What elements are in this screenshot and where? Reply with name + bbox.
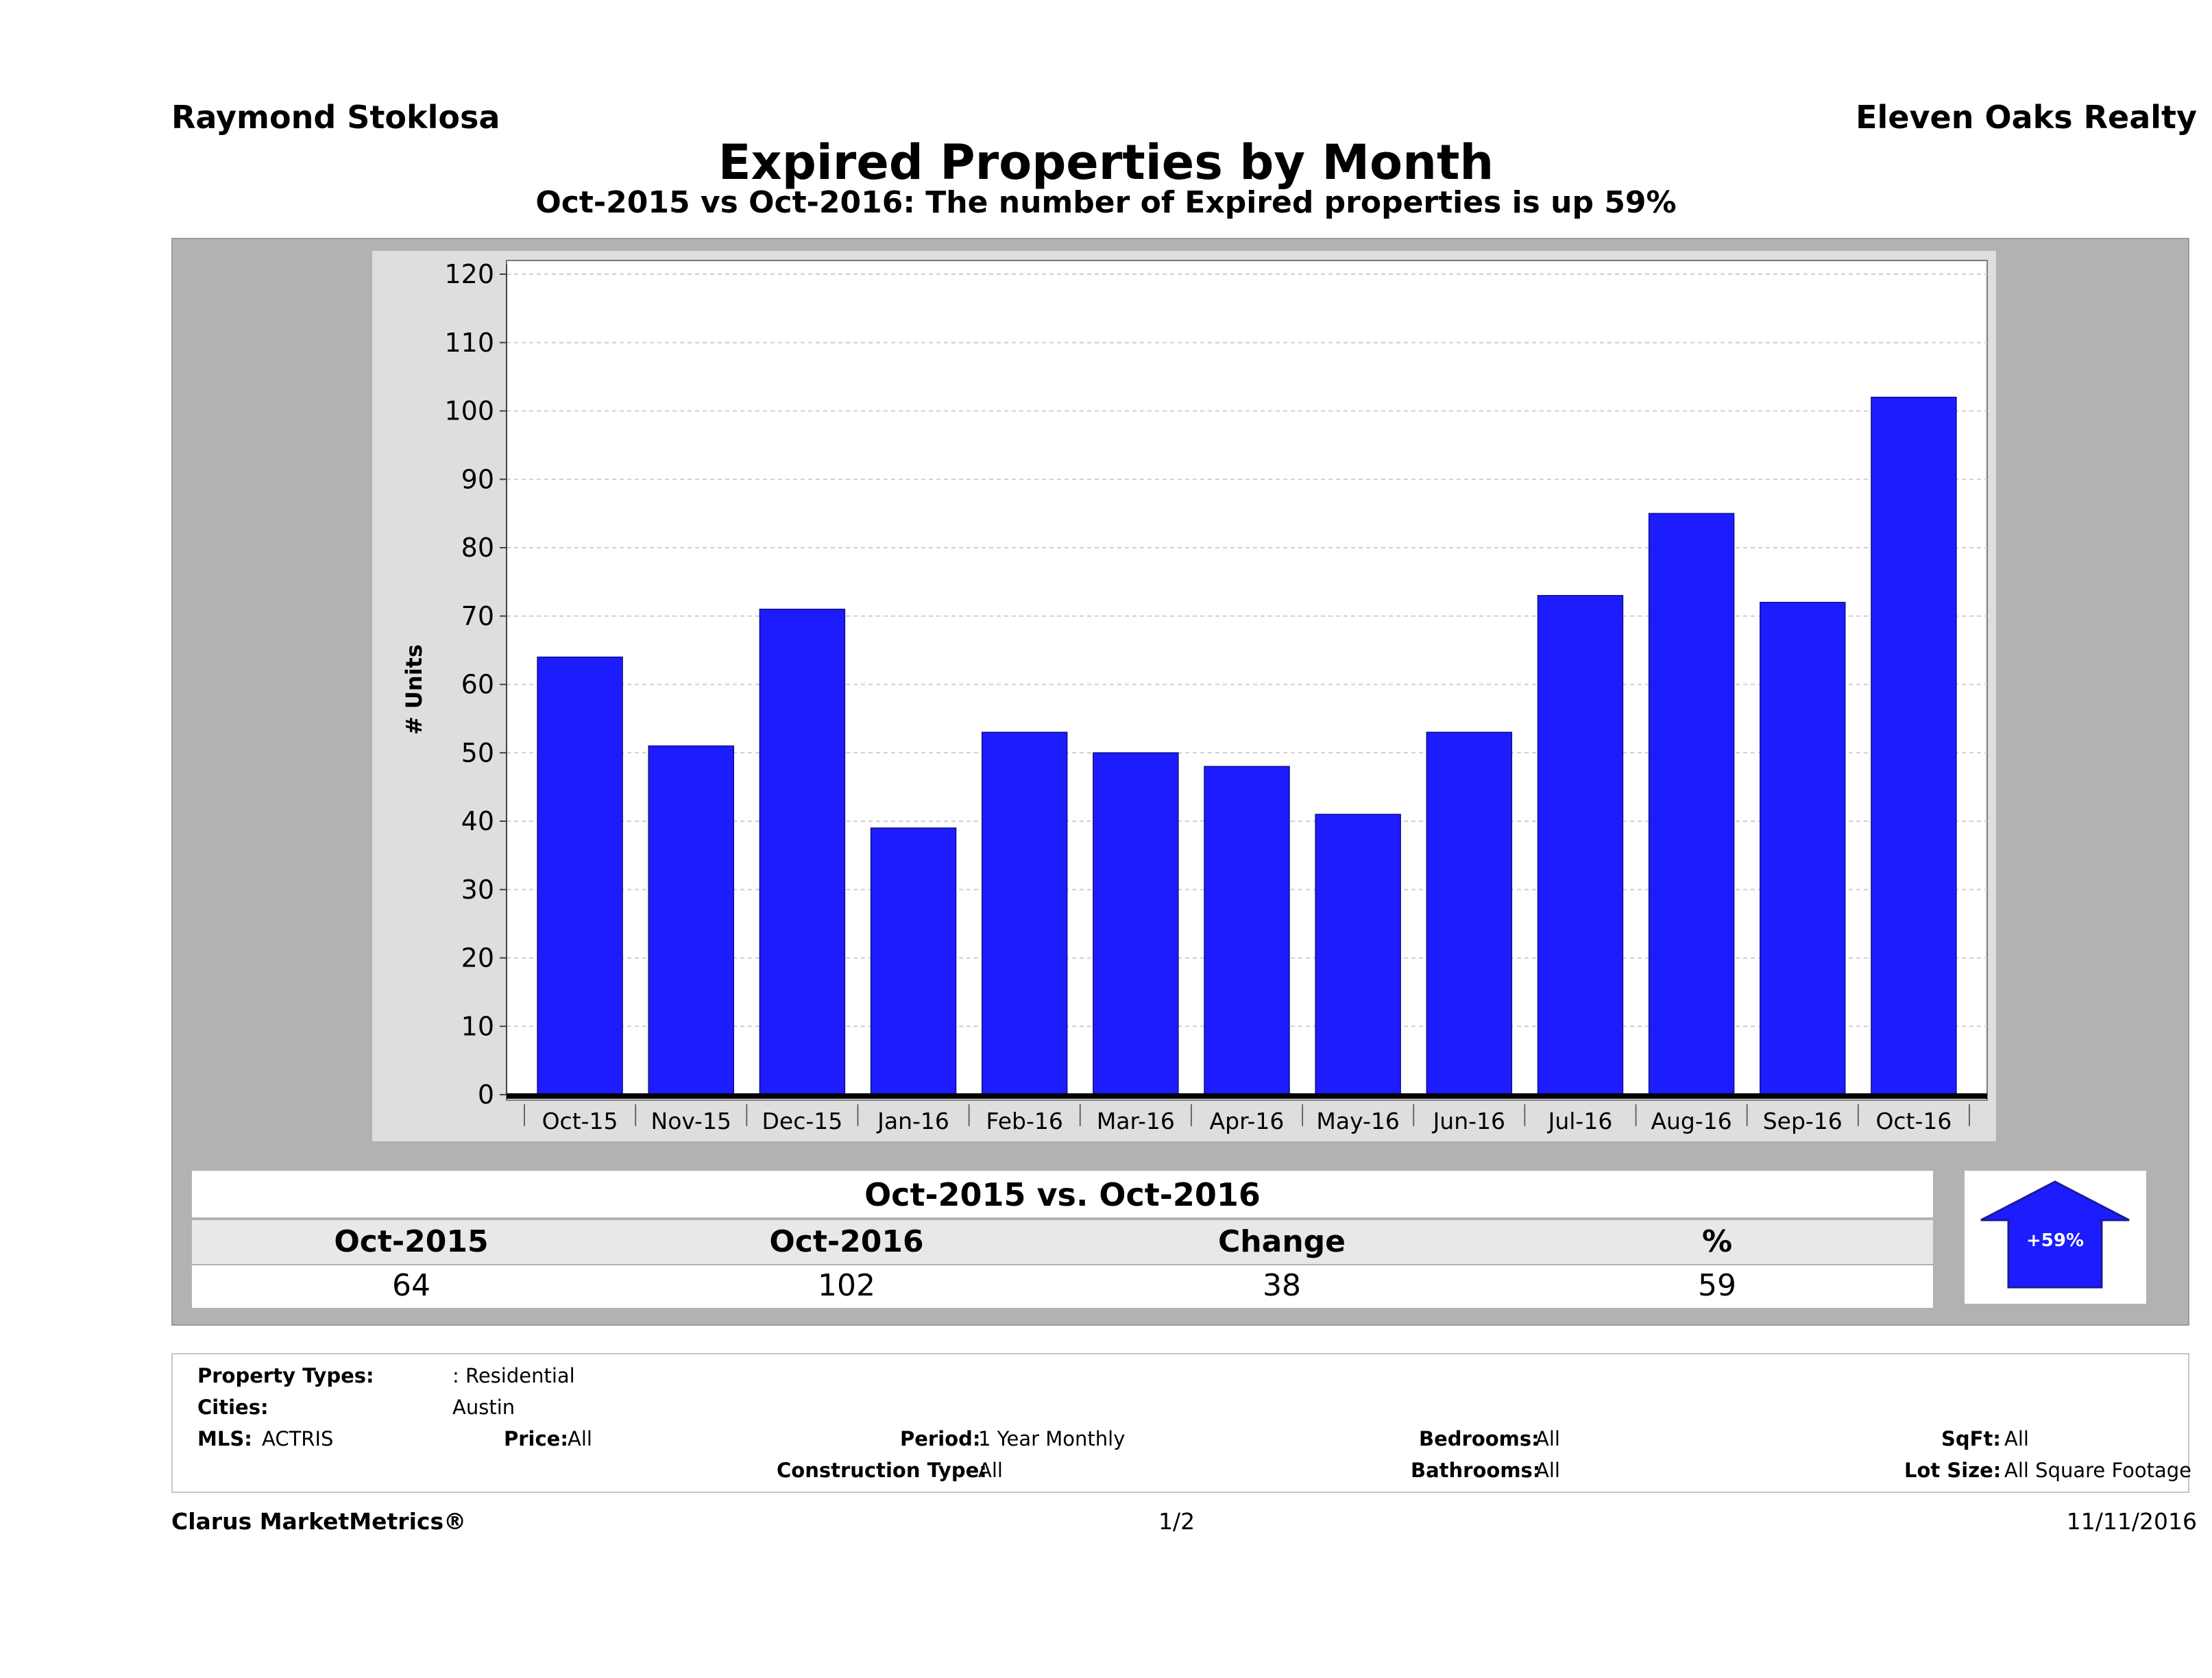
- value-oct-2015: 64: [392, 1268, 430, 1303]
- bar: [981, 731, 1068, 1095]
- x-tick-label: Feb-16: [986, 1108, 1063, 1134]
- y-tick-label: 50: [461, 738, 494, 768]
- x-tick-label: Mar-16: [1097, 1108, 1175, 1134]
- change-badge: +59%: [1965, 1171, 2146, 1304]
- construction-type-value: All: [978, 1459, 1003, 1482]
- bar: [537, 656, 623, 1095]
- bedrooms-value: All: [1535, 1427, 1560, 1450]
- brokerage-name: Eleven Oaks Realty: [1856, 99, 2197, 136]
- x-tick-label: May-16: [1316, 1108, 1400, 1134]
- bar: [1648, 513, 1735, 1095]
- header-percent: %: [1701, 1224, 1733, 1259]
- chart-title: Expired Properties by Month: [718, 134, 1494, 191]
- period-label: Period:: [900, 1427, 981, 1450]
- agent-name: Raymond Stoklosa: [171, 99, 500, 136]
- y-axis: 0 10 20 30 40 50 60 70 80 90 100 110 120: [444, 259, 507, 1110]
- x-axis: Oct-15 Nov-15 Dec-15 Jan-16 Feb-16 Mar-16 Apr-…: [507, 1093, 1987, 1134]
- sqft-value: All: [2004, 1427, 2029, 1450]
- mls-value: ACTRIS: [262, 1427, 334, 1450]
- x-tick-label: Aug-16: [1651, 1108, 1731, 1134]
- report-date: 11/11/2016: [2066, 1508, 2197, 1535]
- change-badge-label: +59%: [2026, 1230, 2084, 1251]
- x-tick-label: Jun-16: [1432, 1108, 1505, 1134]
- bedrooms-label: Bedrooms:: [1419, 1427, 1540, 1450]
- y-tick-label: 40: [461, 806, 494, 836]
- x-tick-label: Apr-16: [1210, 1108, 1285, 1134]
- bar: [870, 827, 957, 1095]
- bar: [759, 609, 846, 1095]
- x-tick-label: Sep-16: [1763, 1108, 1843, 1134]
- comparison-title-row: [192, 1171, 1933, 1217]
- mls-label: MLS:: [197, 1427, 252, 1450]
- page-number: 1/2: [1158, 1508, 1195, 1535]
- chart-subtitle: Oct-2015 vs Oct-2016: The number of Expi…: [535, 185, 1677, 220]
- filter-criteria-box: [171, 1353, 2189, 1493]
- x-tick-label: Jul-16: [1547, 1108, 1613, 1134]
- y-tick-label: 120: [444, 259, 494, 289]
- comparison-title: Oct-2015 vs. Oct-2016: [864, 1176, 1261, 1213]
- bar: [1760, 602, 1846, 1095]
- footer-brand: Clarus MarketMetrics®: [171, 1508, 467, 1535]
- bar: [1426, 731, 1513, 1095]
- bar: [1093, 752, 1179, 1095]
- bar: [1871, 396, 1957, 1095]
- property-types-label: Property Types:: [197, 1364, 374, 1387]
- bathrooms-value: All: [1535, 1459, 1560, 1482]
- value-change: 38: [1263, 1268, 1301, 1303]
- y-tick-label: 30: [461, 875, 494, 905]
- comparison-value-row: [192, 1265, 1933, 1308]
- header-oct-2016: Oct-2016: [769, 1224, 924, 1259]
- header-change: Change: [1218, 1224, 1346, 1259]
- y-tick-label: 20: [461, 943, 494, 973]
- y-tick-label: 10: [461, 1011, 494, 1041]
- y-tick-label: 100: [444, 396, 494, 426]
- lot-size-value: All Square Footage: [2004, 1459, 2192, 1482]
- y-tick-label: 80: [461, 533, 494, 563]
- bars: [537, 396, 1957, 1095]
- bar: [1204, 766, 1290, 1095]
- x-tick-label: Nov-15: [651, 1108, 731, 1134]
- y-axis-label: # Units: [401, 644, 427, 735]
- y-tick-label: 0: [478, 1080, 494, 1110]
- lot-size-label: Lot Size:: [1904, 1459, 2002, 1482]
- y-tick-label: 60: [461, 670, 494, 700]
- bar: [648, 745, 734, 1095]
- property-types-value: : Residential: [452, 1364, 575, 1387]
- y-tick-label: 90: [461, 464, 494, 494]
- x-tick-label: Oct-15: [542, 1108, 618, 1134]
- bathrooms-label: Bathrooms:: [1411, 1459, 1541, 1482]
- cities-value: Austin: [452, 1396, 515, 1419]
- x-tick-label: Dec-15: [762, 1108, 843, 1134]
- cities-label: Cities:: [197, 1396, 269, 1419]
- sqft-label: SqFt:: [1941, 1427, 2001, 1450]
- up-arrow-icon: +59%: [1980, 1180, 2130, 1289]
- price-label: Price:: [504, 1427, 568, 1450]
- y-tick-label: 110: [444, 328, 494, 358]
- bar: [1537, 595, 1624, 1095]
- x-tick-label: Oct-16: [1875, 1108, 1952, 1134]
- header-oct-2015: Oct-2015: [334, 1224, 489, 1259]
- value-oct-2016: 102: [818, 1268, 875, 1303]
- value-percent: 59: [1698, 1268, 1736, 1303]
- construction-type-label: Construction Type:: [777, 1459, 987, 1482]
- bar: [1315, 814, 1401, 1095]
- price-value: All: [568, 1427, 592, 1450]
- x-tick-label: Jan-16: [876, 1108, 949, 1134]
- y-tick-label: 70: [461, 601, 494, 631]
- comparison-header-row: [192, 1220, 1933, 1264]
- period-value: 1 Year Monthly: [978, 1427, 1126, 1450]
- bar-chart: 0 10 20 30 40 50 60 70 80 90 100 110 120 Oct-15 Nov-1…: [401, 259, 1988, 1134]
